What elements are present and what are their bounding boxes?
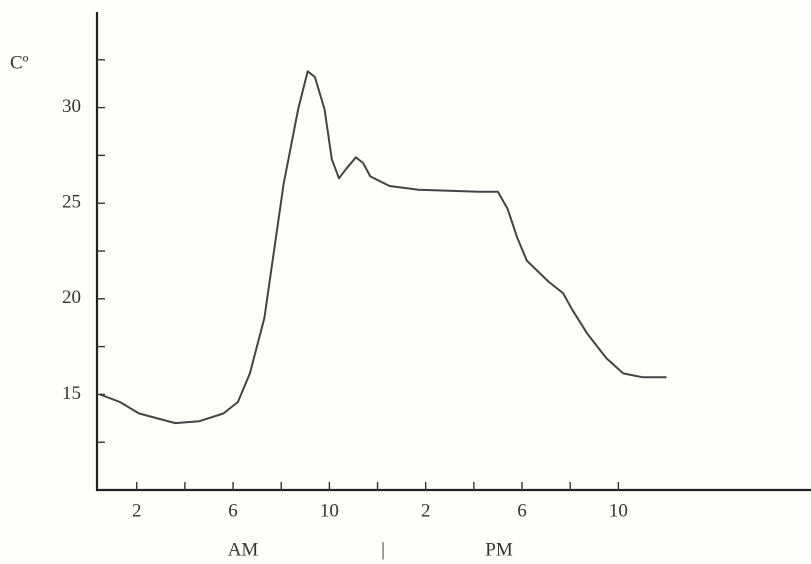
y-tick-label: 15 — [62, 383, 81, 404]
x-tick-label: 10 — [320, 500, 339, 521]
x-tick-label: 10 — [609, 500, 628, 521]
x-tick-label: 2 — [421, 500, 431, 521]
noon-separator: | — [381, 539, 385, 560]
y-tick-label: 30 — [62, 96, 81, 117]
y-tick-label: 20 — [62, 287, 81, 308]
am-label: AM — [228, 539, 259, 560]
y-tick-label: 25 — [62, 192, 81, 213]
pm-label: PM — [485, 539, 513, 560]
x-tick-label: 2 — [132, 500, 142, 521]
x-tick-label: 6 — [517, 500, 527, 521]
y-axis-label: Cº — [10, 52, 29, 73]
temperature-line — [99, 70, 667, 425]
x-tick-label: 6 — [228, 500, 238, 521]
